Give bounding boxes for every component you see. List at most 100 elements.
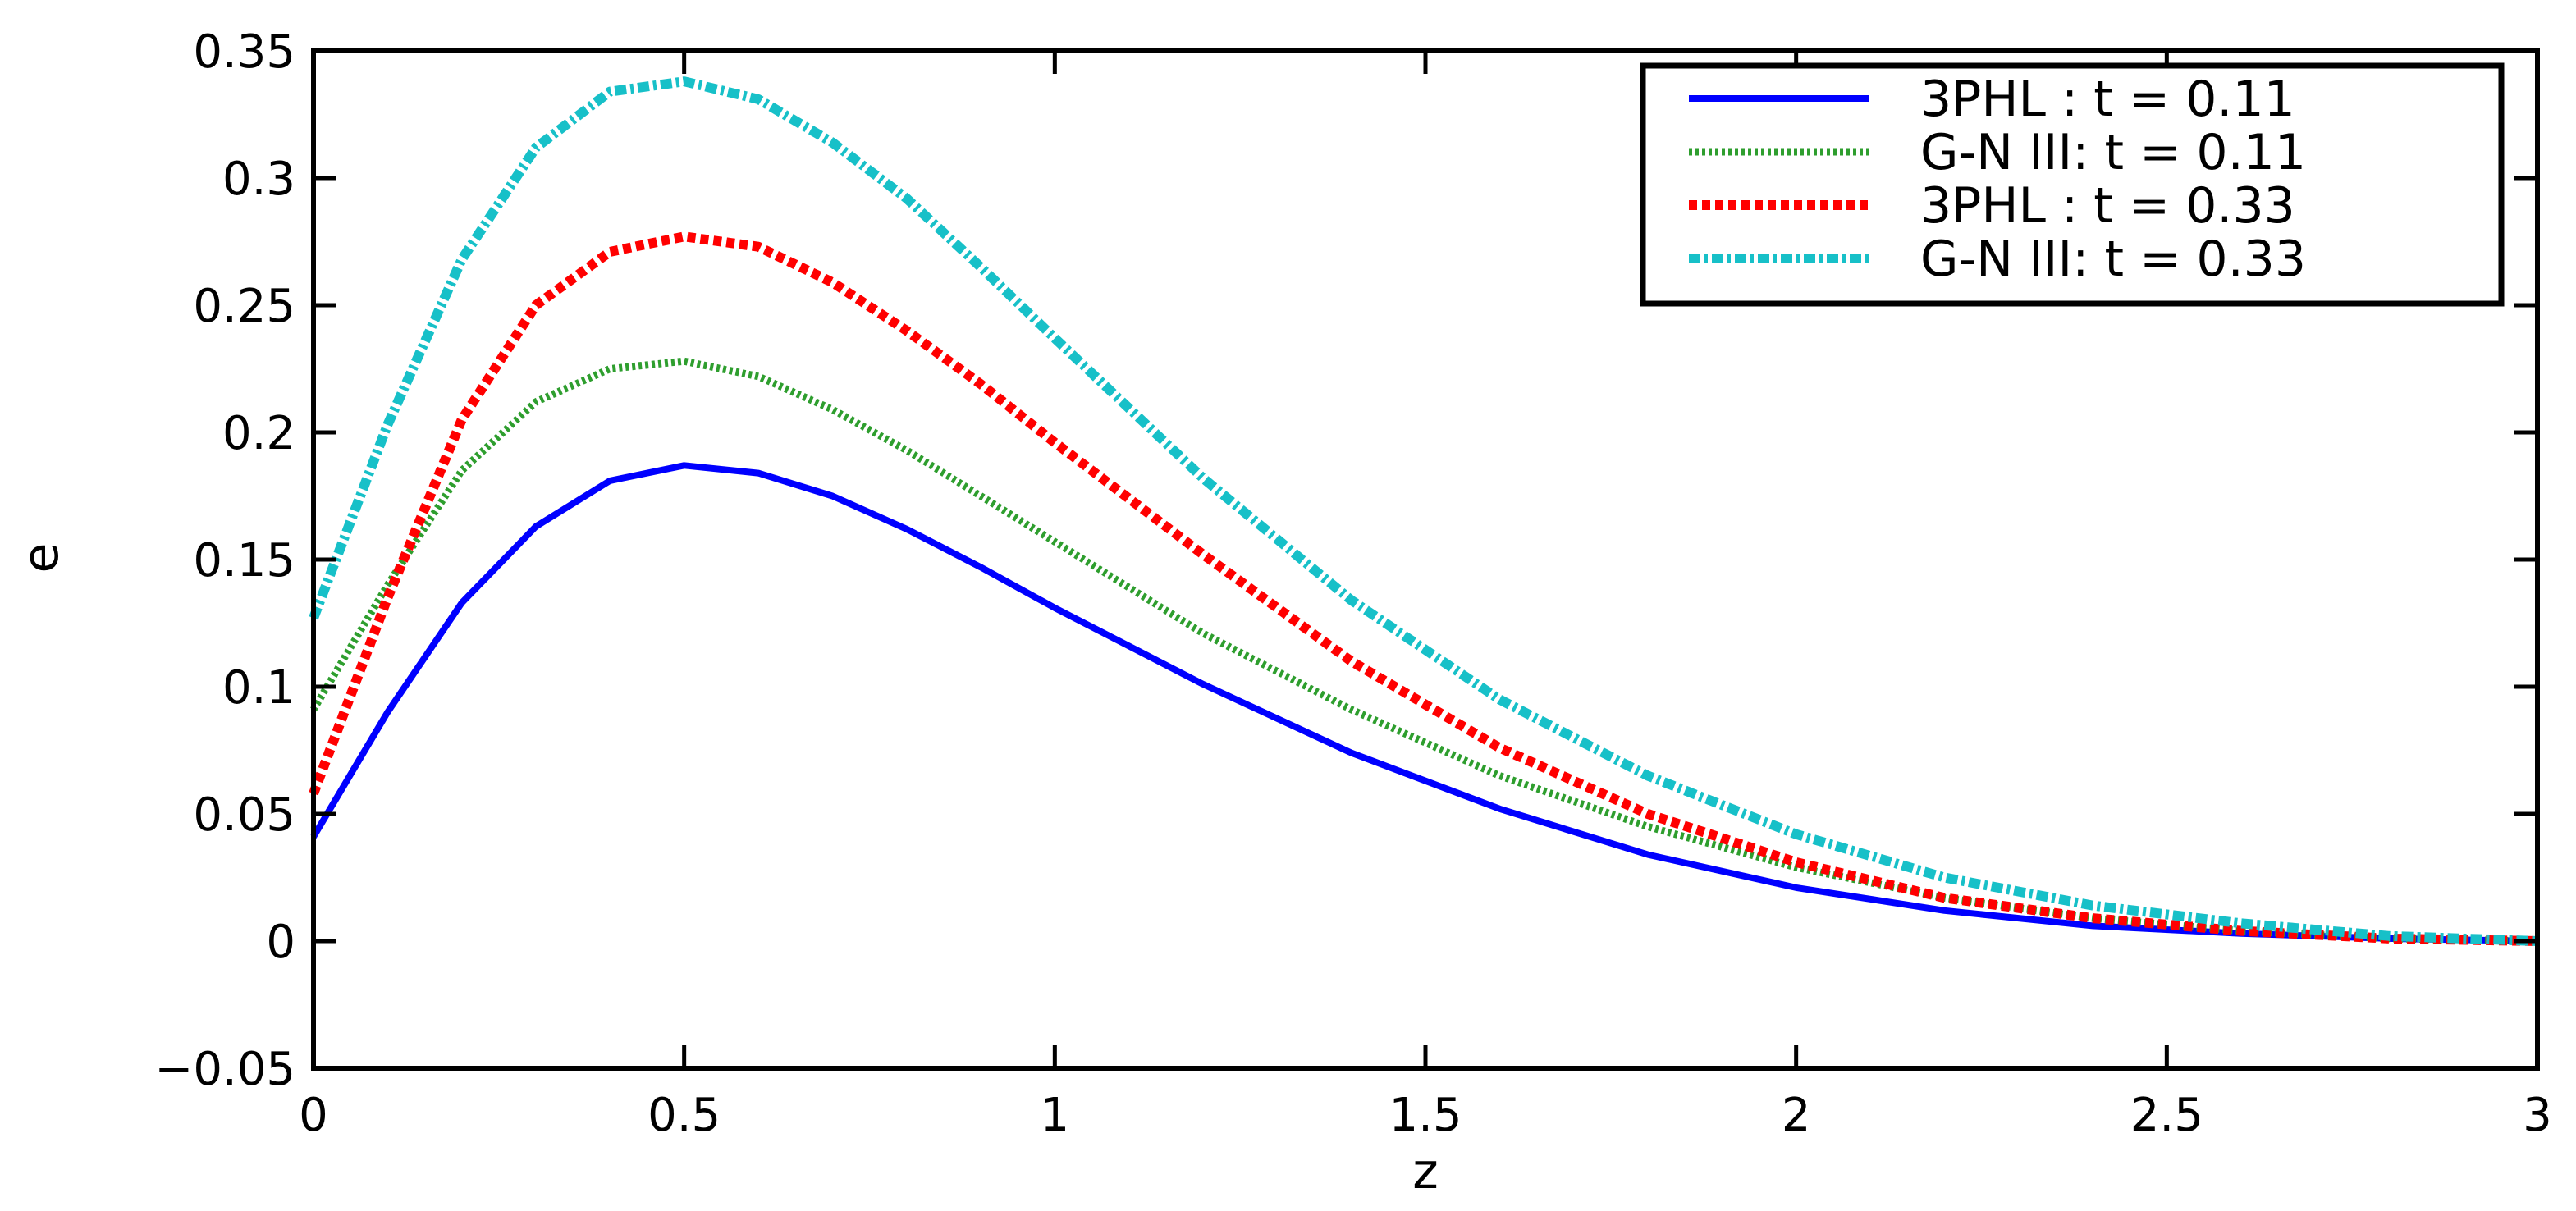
series-4-point [2240, 921, 2243, 925]
series-3-point [830, 281, 834, 284]
series-3-point [1053, 441, 1056, 444]
series-3-point [979, 382, 982, 386]
y-tick-label: 0.05 [193, 788, 295, 842]
series-4-point [608, 90, 611, 94]
legend-label-3: 3PHL : t = 0.33 [1920, 177, 2295, 235]
y-tick-label: 0.35 [193, 25, 295, 79]
series-1-point [386, 711, 389, 714]
series-line-2 [310, 357, 2538, 945]
x-tick-label: 0 [299, 1089, 328, 1142]
series-3-point [1646, 812, 1649, 816]
series-2-point [1498, 775, 1501, 778]
x-tick-label: 1 [1041, 1089, 1070, 1142]
series-4-point [757, 98, 760, 101]
series-4-point [1646, 775, 1649, 778]
x-tick-label: 2.5 [2130, 1089, 2203, 1142]
series-2-point [683, 359, 686, 363]
series-1-point [1498, 807, 1501, 811]
series-line-3 [309, 231, 2538, 946]
y-tick-label: 0 [266, 916, 295, 969]
series-2-point [1201, 632, 1205, 635]
tick-layer: 0 0.5 1 1.5 2 2.5 3−0.0500.050.10.150.20.250.3… [154, 25, 2551, 1142]
legend-label-1: 3PHL : t = 0.11 [1920, 71, 2295, 128]
y-tick-label: 0.25 [193, 280, 295, 333]
series-1-point [979, 565, 982, 569]
series-4-point [1053, 336, 1056, 340]
series-1-point [1646, 853, 1649, 857]
series-1-point [1053, 606, 1056, 610]
series-layer [309, 76, 2538, 946]
series-2-point [905, 449, 908, 452]
series-4-point [1201, 477, 1205, 480]
series-4-point [2387, 935, 2391, 938]
series-2-point [979, 495, 982, 498]
x-tick-label: 1.5 [1389, 1089, 1462, 1142]
series-3-point [1201, 553, 1205, 556]
series-1-point [830, 495, 834, 498]
y-tick-label: −0.05 [154, 1043, 295, 1096]
y-tick-label: 0.2 [222, 407, 295, 460]
series-3-point [1350, 660, 1353, 663]
series-4-point [1942, 876, 1946, 880]
series-2-point [1350, 708, 1353, 711]
series-4-point [683, 80, 686, 83]
series-3-point [905, 329, 908, 332]
series-3-point [608, 250, 611, 254]
y-tick-label: 0.15 [193, 534, 295, 587]
series-4-point [386, 423, 389, 427]
series-1-point [460, 601, 464, 605]
series-1-point [1350, 752, 1353, 755]
series-4-point [2091, 904, 2094, 907]
x-tick-label: 3 [2523, 1089, 2552, 1142]
series-3-point [534, 304, 538, 307]
series-3-point [683, 235, 686, 238]
series-3-point [1942, 896, 1946, 899]
series-2-point [1646, 825, 1649, 829]
series-2-point [1053, 540, 1056, 543]
series-1-point [534, 525, 538, 528]
x-axis-label: z [1412, 1143, 1439, 1200]
series-3-point [386, 596, 389, 600]
series-2-point [757, 375, 760, 378]
series-3-point [757, 245, 760, 249]
series-1-point [1795, 886, 1798, 889]
legend-label-4: G-N III: t = 0.33 [1920, 231, 2306, 288]
series-4-point [905, 197, 908, 200]
series-4-point [1350, 599, 1353, 602]
y-axis-label: e [12, 543, 70, 574]
series-line-1 [310, 462, 2538, 944]
series-3-point [460, 418, 464, 422]
series-1-point [757, 472, 760, 475]
series-line-4 [309, 76, 2538, 946]
series-3-point [1795, 861, 1798, 864]
series-4-point [830, 141, 834, 144]
series-1-point [2091, 924, 2094, 927]
series-1-point [608, 479, 611, 482]
series-4-point [1498, 698, 1501, 701]
series-4-point [1795, 833, 1798, 836]
series-1-point [905, 528, 908, 531]
series-4-point [534, 146, 538, 149]
x-tick-label: 2 [1782, 1089, 1811, 1142]
series-3-point [1498, 746, 1501, 749]
series-3-point [2091, 916, 2094, 920]
series-2-point [830, 408, 834, 411]
series-2-point [534, 400, 538, 404]
x-tick-label: 0.5 [647, 1089, 721, 1142]
series-1-point [1942, 909, 1946, 912]
series-1-point [683, 464, 686, 467]
y-tick-label: 0.1 [222, 661, 295, 715]
series-2-point [608, 368, 611, 371]
series-1-point [1201, 683, 1205, 686]
series-4-point [460, 258, 464, 261]
series-4-point [979, 266, 982, 269]
series-2-point [460, 469, 464, 473]
series-2-point [386, 583, 389, 587]
legend-box [1640, 62, 2505, 307]
series-3-point [2240, 930, 2243, 933]
legend-label-2: G-N III: t = 0.11 [1920, 124, 2306, 181]
y-tick-label: 0.3 [222, 153, 295, 206]
